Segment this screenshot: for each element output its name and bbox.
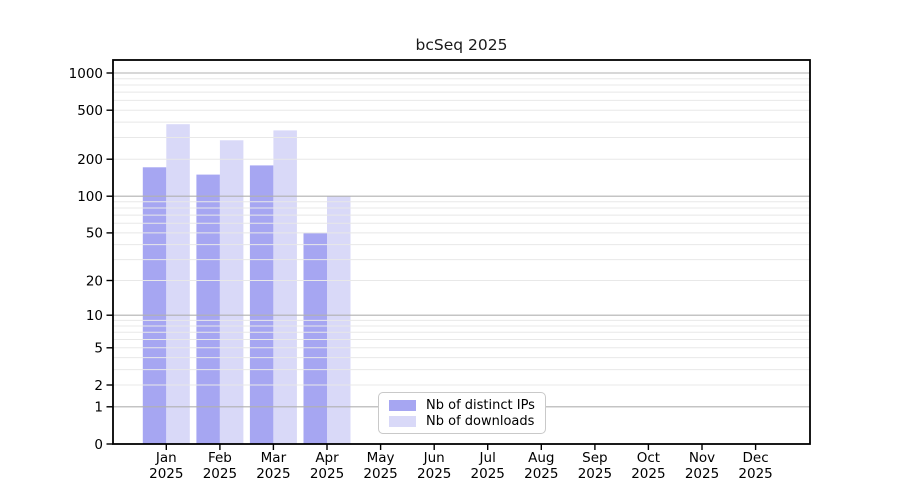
legend-label-distinct-ips: Nb of distinct IPs — [426, 397, 535, 413]
x-tick-label-year: 2025 — [471, 466, 505, 482]
x-tick-label-month: Sep — [582, 450, 607, 466]
x-tick-label-year: 2025 — [685, 466, 719, 482]
x-tick-label-month: May — [367, 450, 395, 466]
bar-nb-of-distinct-ips-mar — [249, 165, 274, 444]
x-tick-label-month: Jan — [155, 450, 177, 466]
x-tick-label-month: Apr — [315, 450, 339, 466]
x-tick-label-month: Jun — [423, 450, 445, 466]
x-tick-label-month: Feb — [208, 450, 232, 466]
y-tick-label: 50 — [86, 226, 103, 242]
x-tick-label-year: 2025 — [631, 466, 665, 482]
y-tick-label: 0 — [94, 437, 103, 453]
plot-frame — [112, 59, 811, 445]
legend-item-downloads: Nb of downloads — [389, 413, 537, 429]
legend-item-distinct-ips: Nb of distinct IPs — [389, 397, 537, 413]
y-tick-label: 1000 — [69, 66, 103, 82]
x-tick-label-month: Dec — [743, 450, 769, 466]
y-tick-label: 100 — [77, 189, 103, 205]
x-tick-label-year: 2025 — [203, 466, 237, 482]
y-tick-label: 5 — [94, 341, 103, 357]
y-tick-label: 500 — [77, 103, 103, 119]
bar-nb-of-downloads-feb — [219, 140, 244, 445]
chart-title: bcSeq 2025 — [415, 36, 508, 54]
bar-nb-of-distinct-ips-jan — [142, 167, 167, 445]
y-tick-label: 20 — [86, 273, 103, 289]
x-tick-label-year: 2025 — [524, 466, 558, 482]
y-tick-label: 200 — [77, 152, 103, 168]
x-tick-label-year: 2025 — [256, 466, 290, 482]
downloads-swatch-icon — [389, 415, 416, 427]
x-tick-label-year: 2025 — [738, 466, 772, 482]
y-tick-label: 2 — [94, 378, 103, 394]
x-tick-label-year: 2025 — [310, 466, 344, 482]
bar-nb-of-downloads-jan — [166, 124, 190, 444]
x-tick-label-year: 2025 — [149, 466, 183, 482]
x-tick-label-month: Jul — [479, 450, 496, 466]
y-tick-label: 1 — [94, 400, 103, 416]
x-tick-label-year: 2025 — [363, 466, 397, 482]
bar-nb-of-downloads-mar — [273, 130, 297, 444]
legend: Nb of distinct IPs Nb of downloads — [378, 392, 546, 434]
x-tick-label-year: 2025 — [578, 466, 612, 482]
x-tick-label-year: 2025 — [417, 466, 451, 482]
x-tick-label-month: Aug — [528, 450, 554, 466]
y-tick-label: 10 — [86, 308, 103, 324]
distinct-ips-swatch-icon — [389, 399, 416, 411]
bar-nb-of-distinct-ips-apr — [303, 232, 327, 444]
x-tick-label-month: Nov — [689, 450, 715, 466]
legend-label-downloads: Nb of downloads — [426, 413, 535, 429]
bar-nb-of-distinct-ips-feb — [196, 174, 220, 444]
x-tick-label-month: Oct — [637, 450, 660, 466]
x-tick-label-month: Mar — [261, 450, 287, 466]
